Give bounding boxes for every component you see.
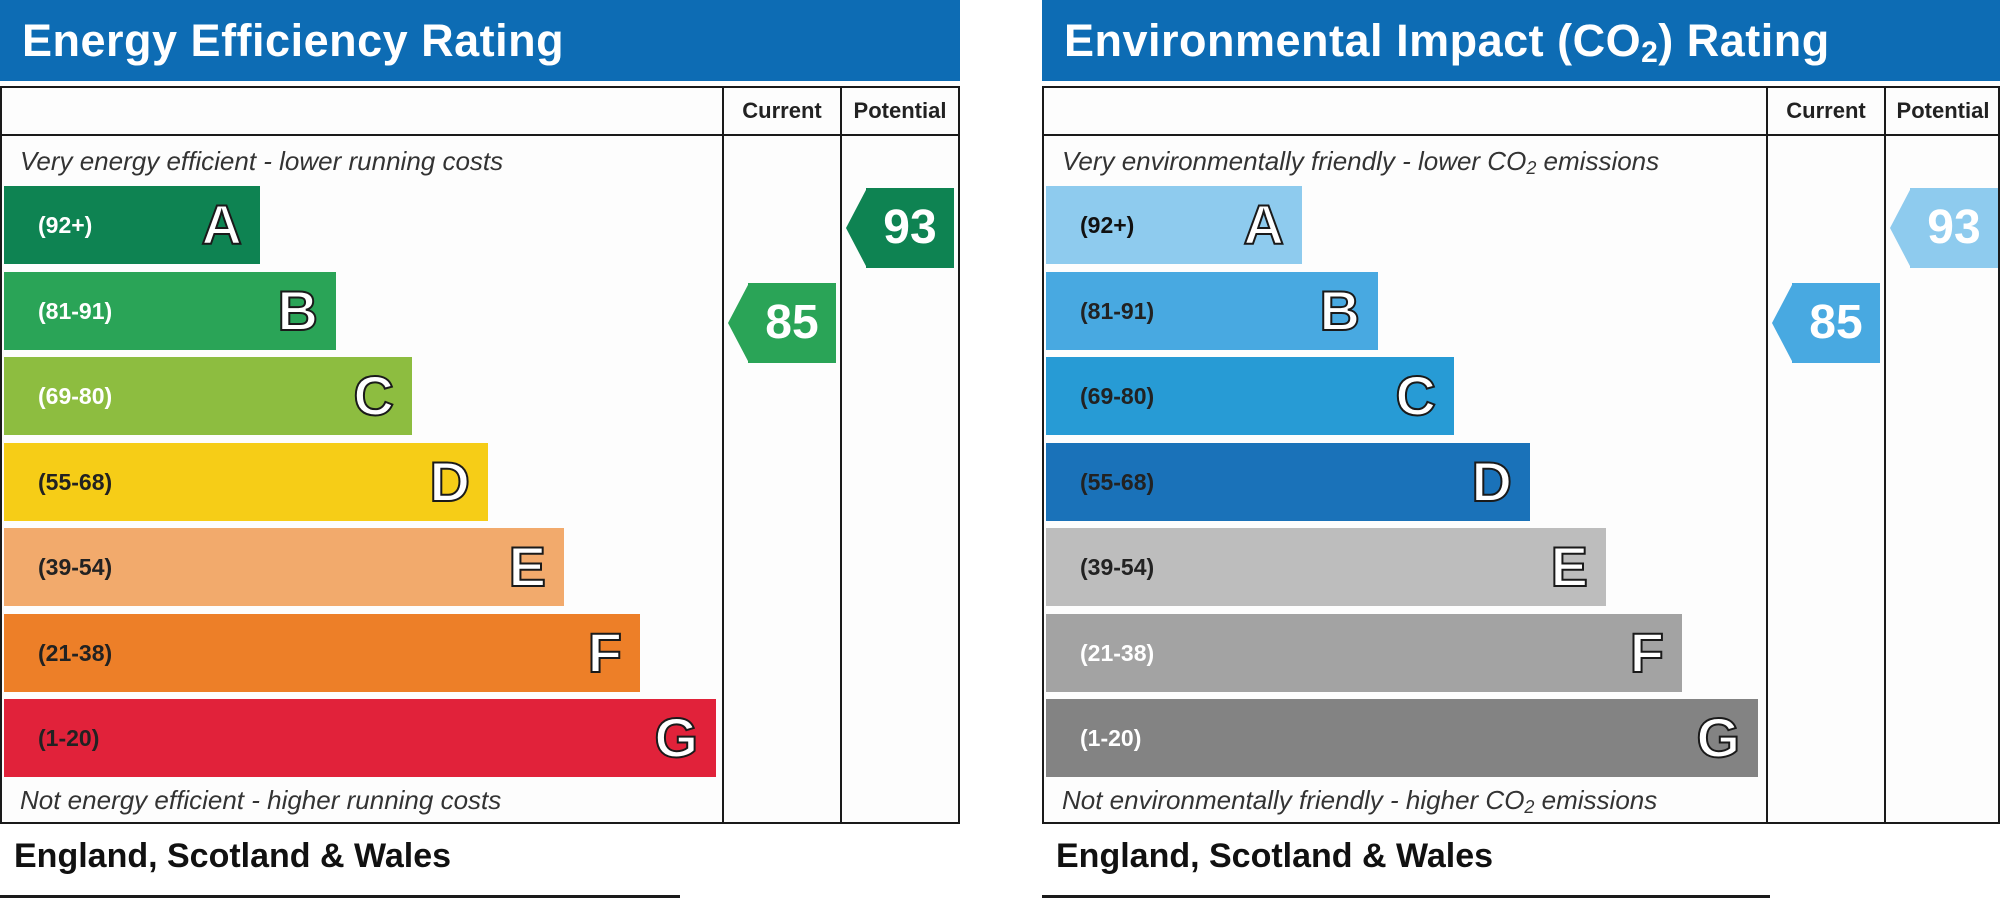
footer-rule	[1042, 895, 1770, 898]
band-range-label: (92+)	[1080, 212, 1135, 238]
rating-band-d: (55-68) D	[4, 442, 488, 521]
band-range-label: (21-38)	[1080, 639, 1155, 666]
arrow-tip	[846, 188, 867, 268]
current-column-rule	[722, 88, 724, 822]
top-note: Very energy efficient - lower running co…	[20, 146, 504, 176]
band-letter: F	[587, 620, 623, 685]
bottom-note-main: Not environmentally friendly - higher CO	[1062, 785, 1525, 815]
band-range-label: (81-91)	[38, 297, 113, 324]
band-range-label: (55-68)	[1080, 468, 1155, 495]
panel-title-end: ) Rating	[1658, 15, 1830, 66]
band-letter: D	[429, 449, 471, 514]
potential-rating-value: 93	[866, 188, 954, 268]
band-letter: F	[1629, 620, 1665, 685]
top-note-sub: 2	[1526, 158, 1537, 178]
band-letter: G	[653, 705, 699, 770]
rating-band-a: (92+) A	[1046, 186, 1302, 264]
current-header: Current	[742, 98, 822, 123]
arrow-tip	[1772, 282, 1793, 363]
rating-band-g: (1-20) G	[4, 699, 716, 777]
energy-efficiency-panel: Energy Efficiency Rating Current Potenti…	[0, 0, 960, 899]
arrow-tip-shape	[1890, 188, 1911, 268]
panel-title: Environmental Impact (CO2) Rating	[1042, 0, 2000, 81]
rating-band-d: (55-68) D	[1046, 442, 1530, 521]
arrow-tip	[728, 282, 749, 363]
band-range-label: (92+)	[38, 212, 93, 238]
footer-region: England, Scotland & Wales	[14, 837, 452, 875]
potential-rating-arrow: 93	[846, 188, 954, 268]
arrow-tip-shape	[1772, 282, 1793, 363]
potential-header: Potential	[853, 98, 947, 123]
band-range-label: (1-20)	[1080, 725, 1142, 751]
band-range-label: (81-91)	[1080, 297, 1155, 324]
potential-column-rule	[840, 88, 842, 822]
arrow-tip	[1890, 188, 1911, 268]
band-range-label: (69-80)	[38, 383, 113, 409]
rating-band-c: (69-80) C	[4, 357, 412, 435]
footer-region: England, Scotland & Wales	[1056, 837, 1494, 875]
band-letter: A	[1243, 192, 1285, 257]
panel-title-sub: 2	[1641, 36, 1659, 69]
band-letter: C	[1395, 363, 1437, 428]
top-note-end: emissions	[1536, 146, 1660, 176]
bottom-note: Not energy efficient - higher running co…	[20, 785, 502, 815]
top-note: Very environmentally friendly - lower CO…	[1062, 146, 1659, 179]
band-letter: E	[1550, 534, 1589, 599]
rating-band-b: (81-91) B	[4, 271, 336, 350]
potential-column-rule	[1884, 88, 1886, 822]
bottom-note-end: emissions	[1534, 785, 1658, 815]
band-letter: A	[201, 192, 243, 257]
panel-title: Energy Efficiency Rating	[0, 0, 960, 81]
rating-band-f: (21-38) F	[4, 613, 640, 692]
panel-title-text: Energy Efficiency Rating	[22, 15, 565, 66]
band-range-label: (69-80)	[1080, 383, 1155, 409]
rating-band-b: (81-91) B	[1046, 271, 1378, 350]
arrow-tip-shape	[846, 188, 867, 268]
band-letter: B	[277, 278, 319, 343]
top-note-main: Very environmentally friendly - lower CO	[1062, 146, 1527, 176]
band-letter: B	[1319, 278, 1361, 343]
rating-band-e: (39-54) E	[1046, 528, 1606, 606]
rating-band-e: (39-54) E	[4, 528, 564, 606]
rating-band-f: (21-38) F	[1046, 613, 1682, 692]
bottom-note: Not environmentally friendly - higher CO…	[1062, 785, 1657, 818]
rating-band-c: (69-80) C	[1046, 357, 1454, 435]
bottom-note-sub: 2	[1524, 797, 1535, 817]
rating-band-g: (1-20) G	[1046, 699, 1758, 777]
band-range-label: (1-20)	[38, 725, 100, 751]
potential-rating-arrow: 93	[1890, 188, 1998, 268]
band-range-label: (55-68)	[38, 468, 113, 495]
panel-title-main: Environmental Impact (CO	[1064, 15, 1642, 66]
potential-header: Potential	[1896, 98, 1990, 123]
header-rule	[1044, 134, 1998, 136]
potential-rating-value: 93	[1910, 188, 1998, 268]
rating-frame: Current Potential Very environmentally f…	[1042, 86, 2000, 824]
rating-band-a: (92+) A	[4, 186, 260, 264]
header-rule	[2, 134, 958, 136]
band-range-label: (21-38)	[38, 639, 113, 666]
current-header: Current	[1786, 98, 1866, 123]
rating-frame: Current Potential Very energy efficient …	[0, 86, 960, 824]
band-letter: C	[353, 363, 395, 428]
current-rating-value: 85	[748, 282, 836, 363]
band-range-label: (39-54)	[1080, 554, 1155, 580]
environmental-impact-panel: Environmental Impact (CO2) Rating Curren…	[1042, 0, 2000, 899]
band-letter: E	[508, 534, 547, 599]
current-rating-value: 85	[1792, 282, 1880, 363]
current-rating-arrow: 85	[728, 282, 836, 363]
band-letter: D	[1471, 449, 1513, 514]
current-column-rule	[1766, 88, 1768, 822]
current-rating-arrow: 85	[1772, 282, 1880, 363]
band-range-label: (39-54)	[38, 554, 113, 580]
arrow-tip-shape	[728, 282, 749, 363]
footer-rule	[0, 895, 680, 898]
band-letter: G	[1695, 705, 1741, 770]
